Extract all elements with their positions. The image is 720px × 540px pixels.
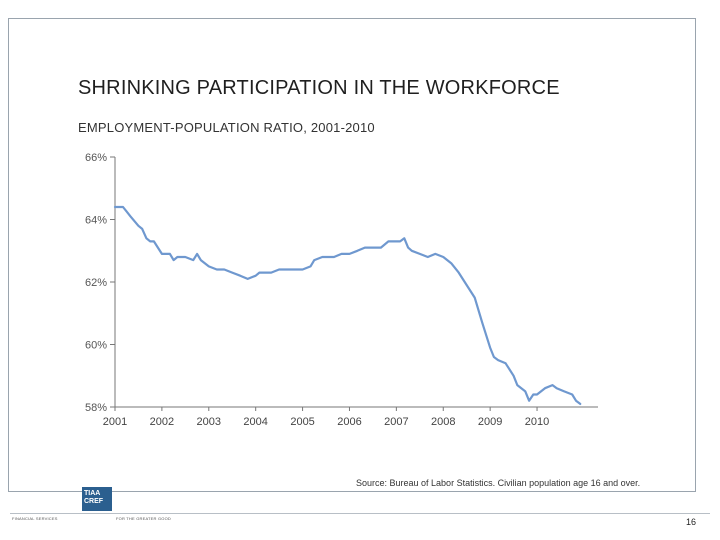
x-axis: 2001 2002 2003 2004 2005 2006 2007 2008 2009 2010	[103, 406, 598, 428]
x-tick-label: 2001	[103, 416, 127, 428]
x-tick-label: 2008	[431, 416, 455, 428]
footer-rule	[10, 513, 710, 514]
slide-title: SHRINKING PARTICIPATION IN THE WORKFORCE	[78, 77, 560, 99]
y-axis: 66% 64% 62% 60% 58%	[85, 152, 116, 414]
tiaa-cref-logo: TIAA CREF	[82, 487, 112, 511]
x-tick-label: 2007	[384, 416, 408, 428]
x-tick-label: 2006	[337, 416, 361, 428]
plot-area	[113, 205, 582, 405]
y-tick-label: 60%	[85, 340, 107, 352]
x-tick-label: 2002	[150, 416, 174, 428]
page-number: 16	[686, 517, 697, 527]
logo-line-2: CREF	[84, 498, 104, 505]
y-tick-label: 58%	[85, 402, 107, 414]
logo-line-1: TIAA	[84, 490, 101, 497]
series-line	[113, 205, 582, 405]
x-tick-label: 2009	[478, 416, 502, 428]
chart-subtitle: EMPLOYMENT-POPULATION RATIO, 2001-2010	[78, 120, 375, 135]
y-tick-label: 64%	[85, 215, 107, 227]
footer-tagline-mid: FOR THE GREATER GOOD	[116, 516, 171, 521]
y-tick-label: 62%	[85, 277, 107, 289]
x-tick-label: 2003	[197, 416, 221, 428]
x-tick-label: 2004	[243, 416, 267, 428]
x-tick-label: 2005	[290, 416, 314, 428]
y-tick-label: 66%	[85, 152, 107, 164]
slide-frame	[8, 18, 696, 492]
footer-tagline-left: FINANCIAL SERVICES	[12, 516, 58, 521]
x-tick-label: 2010	[525, 416, 549, 428]
source-note: Source: Bureau of Labor Statistics. Civi…	[356, 478, 641, 488]
